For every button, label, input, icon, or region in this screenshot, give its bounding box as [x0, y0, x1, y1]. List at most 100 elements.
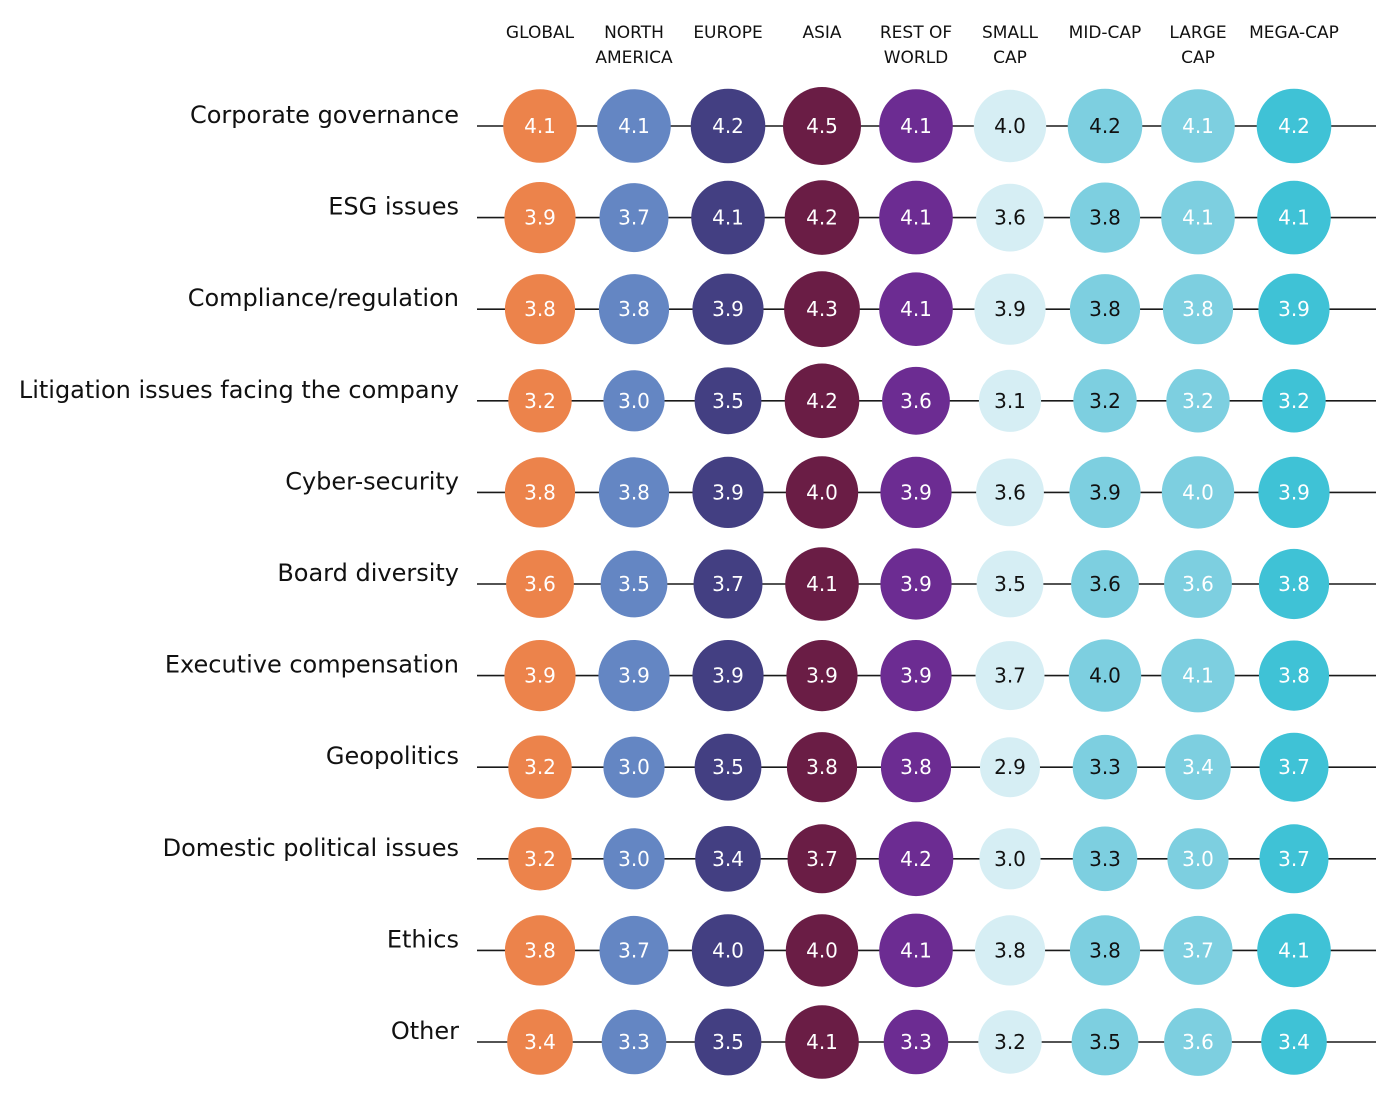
value-bubble [504, 457, 576, 528]
value-label: 3.9 [994, 297, 1026, 321]
value-label: 3.9 [806, 664, 838, 688]
value-bubble [784, 363, 860, 439]
value-label: 4.1 [712, 206, 744, 230]
value-label: 3.6 [1182, 1030, 1214, 1054]
value-bubble [1257, 913, 1331, 988]
value-bubble [1071, 1008, 1139, 1076]
value-bubble [976, 458, 1044, 527]
value-label: 4.1 [1182, 206, 1214, 230]
value-bubble [1257, 180, 1331, 255]
value-label: 4.1 [1278, 206, 1310, 230]
value-bubble [508, 827, 572, 891]
value-label: 4.0 [1182, 480, 1214, 504]
value-bubble [599, 183, 669, 253]
value-label: 3.5 [1089, 1030, 1121, 1054]
value-bubble [1073, 369, 1137, 433]
value-label: 3.9 [712, 480, 744, 504]
value-label: 3.7 [1182, 938, 1214, 962]
value-bubble [503, 89, 577, 163]
value-bubble [1069, 456, 1141, 528]
value-label: 2.9 [994, 755, 1026, 779]
value-label: 4.1 [1182, 664, 1214, 688]
value-bubble [787, 824, 857, 894]
value-bubble [1162, 274, 1234, 345]
column-header-line: MEGA-CAP [1249, 23, 1339, 43]
value-bubble [504, 640, 576, 712]
value-label: 3.7 [994, 664, 1026, 688]
value-bubble [601, 1009, 667, 1075]
value-label: 4.1 [900, 297, 932, 321]
value-label: 3.6 [524, 572, 556, 596]
value-label: 3.8 [1089, 938, 1121, 962]
value-label: 3.6 [994, 480, 1026, 504]
value-label: 3.5 [994, 572, 1026, 596]
value-bubble [1161, 638, 1235, 713]
column-header: NORTH AMERICA [595, 23, 673, 68]
column-header: REST OF WORLD [880, 23, 952, 68]
column-header: EUROPE [693, 23, 762, 43]
value-label: 4.2 [1278, 114, 1310, 138]
value-bubble [598, 274, 670, 345]
value-label: 3.7 [618, 206, 650, 230]
value-label: 3.1 [994, 389, 1026, 413]
value-bubble [692, 640, 764, 712]
value-label: 3.8 [1182, 297, 1214, 321]
value-bubble [880, 548, 952, 620]
value-label: 3.2 [524, 847, 556, 871]
value-bubble [878, 821, 954, 897]
value-label: 4.1 [806, 572, 838, 596]
value-bubble [976, 183, 1044, 252]
value-label: 3.4 [712, 847, 744, 871]
value-bubble [882, 366, 950, 435]
column-header: LARGE CAP [1169, 23, 1226, 68]
value-label: 3.8 [618, 480, 650, 504]
value-bubble [1071, 550, 1139, 618]
value-bubble [783, 87, 861, 165]
value-label: 3.0 [618, 389, 650, 413]
value-label: 3.4 [524, 1030, 556, 1054]
value-bubble [1258, 548, 1330, 620]
value-label: 4.3 [806, 297, 838, 321]
value-bubble [507, 1009, 573, 1075]
value-label: 3.6 [1182, 572, 1214, 596]
value-bubble [692, 273, 764, 345]
value-bubble [506, 550, 574, 618]
value-bubble [1262, 369, 1326, 433]
value-bubble [784, 180, 860, 255]
value-label: 3.0 [618, 847, 650, 871]
value-label: 4.2 [900, 847, 932, 871]
value-label: 3.3 [618, 1030, 650, 1054]
value-label: 3.3 [1089, 847, 1121, 871]
value-label: 3.9 [618, 664, 650, 688]
column-header-line: NORTH [604, 23, 664, 43]
value-bubble [603, 736, 665, 798]
value-bubble [976, 550, 1044, 618]
value-bubble [508, 369, 572, 433]
row-label: Geopolitics [326, 742, 459, 770]
column-header: SMALL CAP [982, 23, 1039, 68]
value-bubble [785, 456, 859, 529]
value-bubble [879, 272, 953, 347]
value-label: 4.1 [806, 1030, 838, 1054]
value-label: 3.0 [618, 755, 650, 779]
row-label: Corporate governance [190, 101, 459, 129]
value-bubble [1161, 180, 1235, 255]
value-label: 3.7 [1278, 847, 1310, 871]
value-label: 3.7 [1278, 755, 1310, 779]
value-label: 4.0 [994, 114, 1026, 138]
value-bubble [1258, 640, 1330, 711]
value-bubble [599, 915, 669, 985]
row-label: Board diversity [277, 559, 459, 587]
value-bubble [1165, 734, 1231, 800]
value-label: 4.0 [806, 480, 838, 504]
value-bubble [880, 456, 952, 528]
value-bubble [1072, 734, 1138, 800]
column-header-line: MID-CAP [1069, 23, 1142, 43]
value-bubble [979, 828, 1041, 890]
value-bubble [978, 1010, 1042, 1074]
row-label: Compliance/regulation [188, 284, 459, 312]
value-label: 4.0 [1089, 664, 1121, 688]
column-header-line: CAP [993, 48, 1027, 68]
value-bubble [786, 640, 858, 712]
